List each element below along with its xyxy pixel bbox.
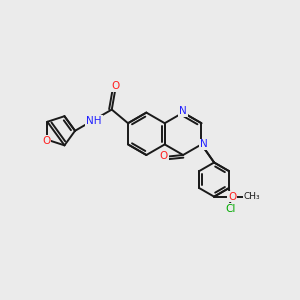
Text: N: N xyxy=(200,140,208,149)
Text: O: O xyxy=(111,81,120,91)
Text: NH: NH xyxy=(86,116,102,126)
Text: O: O xyxy=(160,151,168,161)
Text: O: O xyxy=(228,192,236,202)
Text: Cl: Cl xyxy=(225,204,236,214)
Text: N: N xyxy=(179,106,187,116)
Text: O: O xyxy=(42,136,50,146)
Text: CH₃: CH₃ xyxy=(244,192,260,201)
